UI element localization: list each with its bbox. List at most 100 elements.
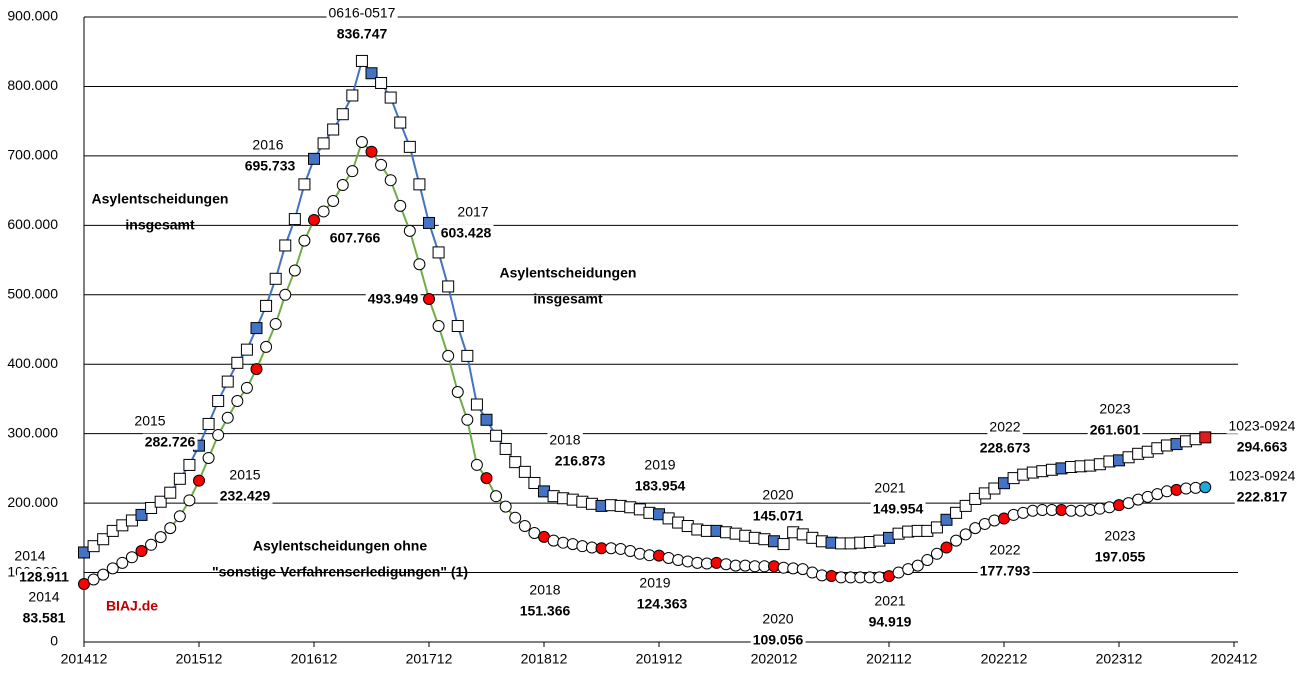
marker (365, 67, 378, 80)
marker (346, 165, 359, 178)
marker (164, 486, 177, 499)
marker (432, 320, 445, 333)
value-label: 232.429 (220, 488, 271, 504)
marker (930, 521, 943, 534)
marker (921, 554, 934, 567)
marker (279, 288, 292, 301)
marker (288, 264, 301, 277)
point-label: 2022 (989, 419, 1020, 435)
value-label: 151.366 (520, 603, 571, 619)
value-label: 222.817 (1237, 489, 1288, 505)
marker (470, 458, 483, 471)
marker (461, 413, 474, 426)
marker (375, 158, 388, 171)
point-label: 1023-0924 (1229, 418, 1296, 434)
label-bg (438, 224, 494, 241)
value-label: 294.663 (1237, 439, 1288, 455)
marker (442, 349, 455, 362)
label-bg (872, 479, 908, 496)
marker (125, 551, 138, 564)
point-label: 2014 (28, 589, 59, 605)
marker (231, 395, 244, 408)
marker (173, 510, 186, 523)
label-bg (334, 25, 390, 42)
marker (499, 500, 512, 513)
marker (193, 474, 205, 487)
label-bg (1226, 467, 1298, 484)
point-label: 2014 (14, 548, 45, 564)
marker (490, 490, 503, 503)
y-tick-label: 900.000 (7, 8, 58, 24)
marker (959, 528, 972, 541)
marker (950, 506, 963, 519)
point-label: 2023 (1104, 528, 1135, 544)
y-tick-label: 200.000 (7, 494, 58, 510)
value-label: 603.428 (441, 225, 492, 241)
point-label: 2015 (134, 413, 165, 429)
marker (164, 522, 177, 535)
marker (988, 514, 1001, 527)
annotations: Asylentscheidungen insgesamt Asylentsche… (92, 191, 637, 614)
y-tick-label: 500.000 (7, 285, 58, 301)
marker (490, 429, 503, 442)
label-bg (632, 477, 688, 494)
label-bg (760, 610, 796, 627)
marker (423, 292, 435, 305)
marker (384, 91, 397, 104)
label-bg (365, 290, 421, 307)
grid: 0100.000200.000300.000400.000500.000600.… (7, 8, 1257, 667)
marker (87, 573, 100, 586)
marker (432, 246, 445, 259)
label-bg (866, 613, 914, 630)
x-tick-label: 201412 (61, 651, 108, 667)
marker (221, 375, 234, 388)
marker (403, 224, 416, 237)
label-bg (132, 412, 168, 429)
label-bg (1226, 417, 1298, 434)
marker (423, 216, 435, 229)
point-label: 2016 (252, 137, 283, 153)
point-label: 2018 (549, 432, 580, 448)
x-tick-label: 201512 (176, 651, 223, 667)
marker (135, 545, 148, 558)
y-tick-label: 0 (50, 633, 58, 649)
value-label: 124.363 (637, 596, 688, 612)
point-label: 2020 (762, 611, 793, 627)
marker (173, 472, 186, 485)
label-bg (527, 581, 563, 598)
x-tick-label: 202412 (1211, 651, 1258, 667)
x-tick-label: 202112 (866, 651, 912, 667)
x-tick-label: 201712 (406, 651, 453, 667)
marker (413, 258, 426, 271)
marker (1113, 499, 1125, 512)
label-bg (20, 609, 68, 626)
label-bg (1234, 438, 1290, 455)
marker (240, 343, 253, 356)
label-bg (987, 541, 1023, 558)
label-bg (987, 418, 1023, 435)
marker (135, 508, 148, 521)
label-bg (217, 487, 273, 504)
label-bg (760, 486, 796, 503)
label-bg (26, 588, 62, 605)
marker (509, 511, 522, 524)
marker (116, 556, 129, 569)
point-label: 2021 (874, 480, 905, 496)
label-bg (1102, 527, 1138, 544)
value-label: 695.733 (245, 158, 296, 174)
label-bg (642, 456, 678, 473)
label-bg (750, 507, 806, 524)
marker (240, 381, 253, 394)
point-label: 2022 (989, 542, 1020, 558)
value-label: 128.911 (19, 569, 69, 585)
label-bg (455, 203, 491, 220)
label-bg (977, 439, 1033, 456)
value-label: 109.056 (753, 632, 804, 648)
value-label: 261.601 (1090, 422, 1141, 438)
marker (154, 495, 167, 508)
marker (202, 417, 215, 430)
marker (212, 429, 225, 442)
marker (97, 533, 110, 546)
marker (777, 538, 790, 551)
